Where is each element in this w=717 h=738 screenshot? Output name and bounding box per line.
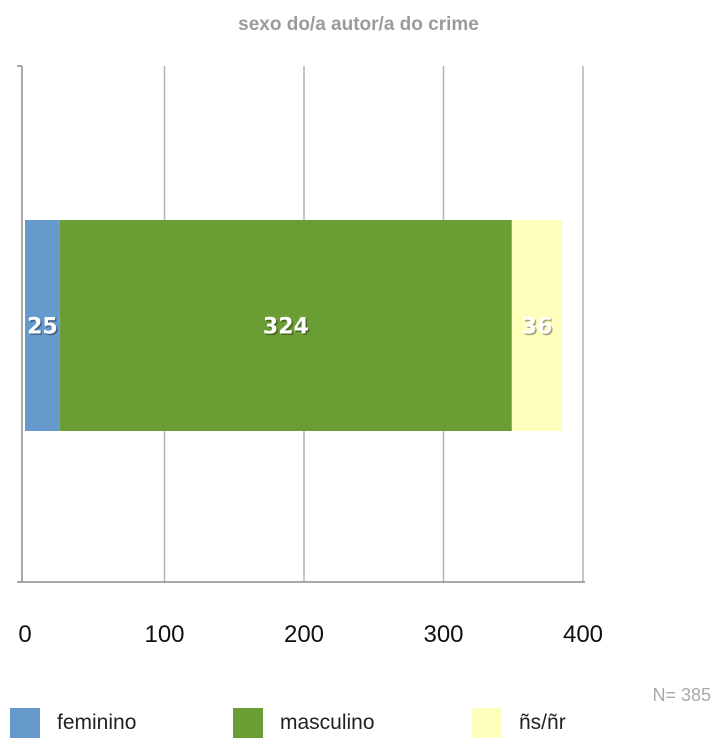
legend-swatch-ns-nr bbox=[472, 708, 502, 738]
legend-label-feminino: feminino bbox=[57, 711, 137, 734]
legend-label-masculino: masculino bbox=[280, 711, 375, 734]
data-label-sr: 36 bbox=[522, 315, 553, 340]
x-tick-label-400: 400 bbox=[563, 621, 603, 648]
bar-segment-feminino bbox=[25, 220, 60, 431]
x-tick-label-200: 200 bbox=[284, 621, 324, 648]
legend-swatch-masculino bbox=[233, 708, 263, 738]
x-tick-label-300: 300 bbox=[423, 621, 463, 648]
data-label-feminino: 25 bbox=[27, 315, 58, 340]
bar-segment-masculino bbox=[59, 220, 512, 431]
chart-title: sexo do/a autor/a do crime bbox=[238, 14, 479, 35]
sample-size-note: N= 385 bbox=[652, 685, 711, 705]
legend-label-ns-nr: ñs/ñr bbox=[519, 711, 566, 734]
data-label-shadow-feminino: 25 bbox=[29, 316, 60, 341]
x-tick-label-0: 0 bbox=[18, 621, 31, 648]
legend-swatch-feminino bbox=[10, 708, 40, 738]
data-label-masculino: 324 bbox=[263, 315, 309, 340]
chart-legend: feminino masculino ñs/ñr bbox=[0, 708, 717, 738]
data-label-shadow-masculino: 324 bbox=[264, 316, 310, 341]
x-tick-label-100: 100 bbox=[144, 621, 184, 648]
data-label-shadow-sr: 36 bbox=[523, 316, 554, 341]
bar-segment-sr bbox=[511, 220, 563, 431]
